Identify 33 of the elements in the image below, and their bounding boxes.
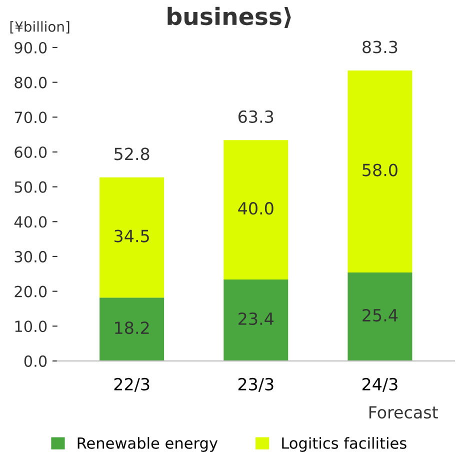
data-label: 25.4 [362, 308, 398, 322]
y-tick-label: 0.0 [24, 355, 47, 367]
y-tick-label: 40.0 [14, 216, 47, 228]
data-label: 23.4 [238, 312, 274, 326]
y-tick-label: 30.0 [14, 250, 47, 262]
bar [100, 177, 164, 298]
y-tick-label: 70.0 [14, 112, 47, 124]
data-label: 58.0 [362, 164, 398, 176]
y-axis-title: [¥billion] [10, 21, 70, 34]
chart-title: business⟩ [168, 6, 291, 28]
y-tick-label: 20.0 [14, 286, 47, 298]
bar [348, 272, 412, 361]
legend-label: Logitics facilities [282, 437, 406, 452]
x-tick-label: 23/3 [238, 378, 274, 392]
text: Forecast [369, 406, 438, 419]
bar [100, 298, 164, 361]
y-tick-label: 60.0 [14, 146, 47, 158]
bar [224, 140, 288, 280]
y-tick-label: 10.0 [15, 320, 47, 332]
data-label: 18.2 [115, 321, 149, 334]
total-label: 52.8 [114, 148, 150, 160]
bar [224, 279, 288, 361]
y-tick-label: 50.0 [14, 181, 47, 193]
x-tick-label: 24/3 [362, 378, 398, 392]
data-label: 34.5 [114, 230, 149, 242]
y-tick-label: 80.0 [14, 76, 47, 88]
legend-label: Renewable energy [78, 437, 218, 452]
total-label: 63.3 [238, 110, 274, 123]
x-tick-label: 22/3 [114, 378, 150, 392]
y-tick-label: 90.0 [14, 42, 47, 54]
bar [348, 70, 412, 272]
total-label: 83.3 [362, 40, 398, 54]
data-label: 40.0 [238, 202, 274, 215]
